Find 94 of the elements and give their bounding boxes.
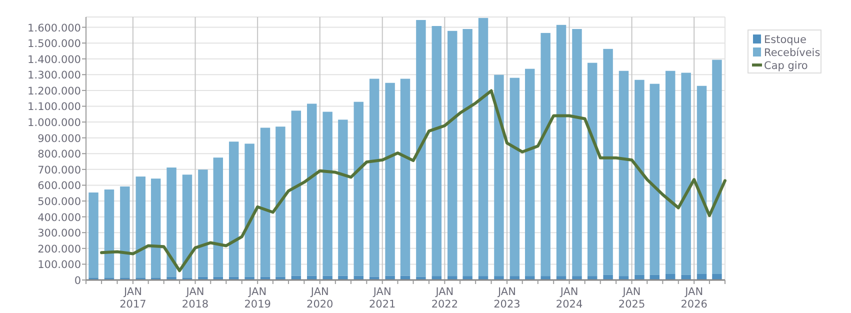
bar [587, 62, 598, 276]
y-tick-label: 1.500.000 [28, 38, 81, 50]
x-tick-label: JAN 2026 [680, 286, 708, 310]
bar [150, 178, 161, 278]
legend-label: Cap giro [764, 60, 808, 72]
bar [244, 144, 254, 277]
bar [634, 80, 644, 275]
x-tick-label: JAN 2018 [182, 286, 209, 310]
y-tick-label: 1.100.000 [28, 101, 81, 114]
bar [104, 189, 114, 278]
bar [681, 72, 691, 275]
bar [260, 128, 270, 277]
bar [385, 276, 395, 280]
bar [540, 32, 550, 276]
bar [696, 274, 707, 280]
x-tick-label: JAN 2017 [120, 286, 146, 310]
x-tick-label: JAN 2019 [244, 286, 271, 310]
bar [338, 120, 348, 276]
bar [322, 112, 332, 276]
bar [416, 20, 426, 277]
bar [603, 48, 613, 275]
y-tick-label: 800.000 [38, 148, 81, 161]
bar [540, 276, 550, 280]
bar [166, 276, 176, 280]
bar [385, 82, 395, 276]
y-tick-label: 500.000 [38, 196, 81, 208]
bar [322, 276, 332, 280]
bar [510, 78, 520, 276]
bar [276, 276, 286, 280]
bar [213, 158, 223, 277]
bar [712, 274, 722, 280]
bar [666, 274, 676, 280]
bar [244, 276, 254, 280]
bar [432, 26, 442, 276]
y-tick-label: 1.600.000 [28, 22, 81, 34]
bar [478, 18, 488, 276]
bar [182, 174, 192, 278]
bar [338, 276, 348, 280]
bar [400, 276, 410, 280]
x-tick-label: JAN 2022 [431, 286, 458, 310]
bar [369, 78, 380, 277]
bar [712, 60, 722, 274]
bar [291, 276, 302, 280]
bar [228, 142, 239, 277]
x-tick-label: JAN 2023 [494, 286, 520, 310]
legend-label: Recebíveis [764, 47, 820, 59]
bar [136, 176, 146, 278]
bar [400, 78, 410, 276]
bar [416, 276, 426, 280]
bar [276, 126, 286, 277]
y-tick-label: 300.000 [38, 228, 81, 240]
y-tick-label: 900.000 [38, 132, 81, 145]
bar [681, 274, 691, 280]
bar [198, 276, 208, 280]
y-tick-label: 0 [74, 275, 81, 287]
bar [166, 168, 176, 277]
y-tick-label: 1.300.000 [28, 70, 81, 82]
bar [494, 276, 504, 280]
x-tick-label: JAN 2024 [556, 286, 583, 310]
y-tick-label: 200.000 [38, 243, 81, 256]
bar [307, 276, 317, 280]
bar [634, 274, 644, 280]
legend-label: Estoque [764, 34, 806, 46]
bar [462, 29, 472, 276]
y-tick-label: 100.000 [38, 259, 81, 272]
bar [462, 276, 472, 280]
bar [525, 68, 535, 276]
bar [448, 30, 458, 276]
bar [307, 104, 317, 276]
bar [198, 170, 208, 277]
y-tick-label: 1.200.000 [28, 85, 81, 98]
bar [650, 84, 660, 275]
bar [696, 86, 707, 274]
bar [494, 74, 504, 276]
bar [120, 186, 130, 278]
bar [88, 192, 98, 278]
bar [666, 70, 676, 274]
y-tick-label: 400.000 [38, 212, 81, 224]
bar [556, 24, 566, 276]
y-tick-label: 600.000 [38, 180, 81, 192]
bar [354, 276, 364, 280]
bar [618, 70, 629, 276]
bar [572, 276, 582, 280]
y-tick-label: 1.400.000 [28, 54, 81, 66]
y-tick-label: 1.000.000 [28, 117, 81, 130]
y-tick-label: 700.000 [38, 164, 81, 176]
bar [354, 102, 364, 276]
x-tick-label: JAN 2025 [618, 286, 646, 310]
x-tick-label: JAN 2021 [369, 286, 396, 310]
bar [572, 29, 582, 276]
x-tick-label: JAN 2020 [306, 286, 334, 310]
bar [603, 274, 613, 280]
bar [291, 110, 302, 276]
line-series [100, 89, 726, 272]
